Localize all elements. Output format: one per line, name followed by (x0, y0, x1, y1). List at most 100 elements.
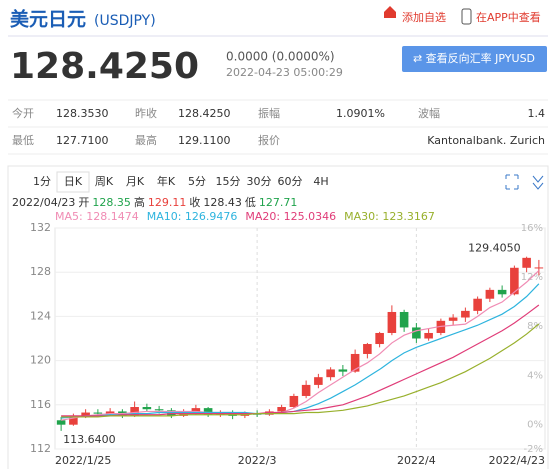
candle-body (289, 395, 299, 408)
y2-tick-label: -2% (524, 444, 543, 455)
y-tick-label: 120 (30, 354, 51, 367)
x-tick-label: 2022/3 (238, 454, 277, 467)
candle-body (522, 257, 531, 268)
candle-body (191, 408, 201, 413)
ma-line (61, 283, 540, 419)
candle-body (375, 332, 384, 345)
y2-tick-label: 4% (527, 370, 543, 381)
ma-line (61, 270, 540, 421)
ma-line (61, 304, 540, 417)
reverse-button[interactable] (402, 46, 547, 72)
stat-value: Kantonalbank. Zurich (427, 134, 545, 147)
y-tick-label: 128 (30, 265, 51, 278)
candle-body (534, 267, 544, 269)
tab[interactable]: 周K (95, 175, 114, 188)
candle-body (363, 344, 372, 354)
stat-value: 129.1100 (178, 134, 231, 147)
info-text: 高 (134, 195, 145, 209)
tab[interactable]: 4H (313, 175, 328, 188)
candle-body (399, 311, 409, 328)
collapse-icon[interactable] (532, 175, 544, 190)
tab[interactable]: 年K (157, 174, 176, 188)
time: 2022-04-23 05:00:29 (226, 66, 343, 79)
candle-body (510, 267, 519, 295)
candle-body (387, 311, 397, 333)
code: (USDJPY) (94, 13, 156, 29)
legend-entry: MA5: 128.1474 (55, 210, 139, 223)
candle-body (314, 377, 323, 385)
tab[interactable]: 月K (126, 175, 145, 188)
info-text: 收 (189, 195, 200, 209)
annotation: 113.6400 (63, 433, 116, 446)
add-icon[interactable] (384, 6, 396, 18)
x-tick-label: 2022/1/25 (55, 454, 111, 467)
candle-body (424, 332, 433, 339)
candle-body (69, 415, 78, 425)
stat-label: 振幅 (258, 106, 280, 120)
stat-label: 昨收 (135, 106, 157, 120)
candle-body (485, 289, 495, 299)
info-text: 129.11 (148, 196, 187, 209)
info-text: 128.35 (92, 196, 131, 209)
y-tick-label: 112 (30, 442, 51, 455)
name: 美元日元 (10, 8, 86, 31)
info-text: 127.71 (259, 196, 298, 209)
info-text: 128.43 (203, 196, 242, 209)
stat-label: 最低 (12, 134, 34, 147)
fullscreen-icon[interactable] (505, 174, 519, 190)
stat-label: 报价 (258, 133, 280, 147)
stat-value: 128.4250 (178, 107, 231, 120)
stat-label: 今开 (12, 106, 34, 120)
tab-active (56, 171, 90, 193)
stat-label: 最高 (135, 133, 157, 147)
tab[interactable]: 5分 (188, 175, 206, 188)
plot: 112116120124128132-2%0%4%8%12%16%2022/1/… (30, 221, 546, 467)
tabs: 1分 日K 周K 月K 年K 5分 15分 30分 60分 4H (33, 171, 329, 193)
candle-body (497, 289, 507, 295)
chart-box (7, 165, 549, 469)
candle-body (130, 407, 139, 416)
tab[interactable]: 15分 (216, 175, 241, 188)
info: 2022/04/23 开 128.35 高 129.11 收 128.43 低 127.71 (12, 195, 297, 209)
candle-body (338, 369, 348, 372)
candle-body (461, 310, 470, 318)
candle-body (277, 407, 286, 412)
app[interactable]: 在APP中查看 (476, 10, 541, 24)
candle-body (473, 298, 482, 311)
info-text: 开 (78, 196, 89, 209)
candle-body (203, 408, 213, 415)
candle-body (412, 327, 421, 339)
candle-body (142, 407, 152, 410)
tab[interactable]: 1分 (33, 175, 51, 188)
candle-body (105, 411, 115, 414)
add[interactable]: 添加自选 (402, 10, 446, 24)
candle-body (301, 384, 311, 396)
legend: MA5: 128.1474 MA10: 126.9476 MA20: 125.034… (55, 210, 435, 223)
y2-tick-label: 0% (527, 419, 543, 430)
stat-value: 128.3530 (56, 107, 109, 120)
candle-body (81, 412, 90, 416)
stats: 今开 128.3530 昨收 128.4250 振幅 1.0901% 波幅 1.4 最低 127.… (8, 99, 548, 155)
phone-icon[interactable] (461, 8, 472, 25)
tab[interactable]: 日K (64, 175, 83, 188)
stat-value: 127.7100 (56, 134, 109, 147)
tab[interactable]: 60分 (278, 175, 303, 188)
y-tick-label: 124 (30, 309, 51, 322)
reverse-label[interactable]: ⇄ 查看反向汇率 JPYUSD (413, 51, 535, 65)
ma-line (61, 323, 540, 418)
legend-entry: MA30: 123.3167 (344, 210, 435, 223)
candle-body (56, 420, 66, 425)
x-tick-label: 2022/4 (397, 454, 436, 467)
stat-label: 波幅 (418, 107, 440, 120)
candle-body (154, 409, 164, 411)
annotation: 129.4050 (468, 242, 521, 255)
price: 128.4250 (10, 46, 199, 87)
info-text: 2022/04/23 (12, 196, 75, 209)
stat-value: 1.4 (528, 107, 546, 120)
x-tick-label: 2022/4/23 (489, 454, 545, 467)
candle-body (350, 353, 360, 372)
y-tick-label: 132 (30, 221, 51, 234)
y2-tick-label: 16% (521, 223, 543, 234)
tab[interactable]: 30分 (247, 175, 272, 188)
y-tick-label: 116 (30, 398, 51, 411)
